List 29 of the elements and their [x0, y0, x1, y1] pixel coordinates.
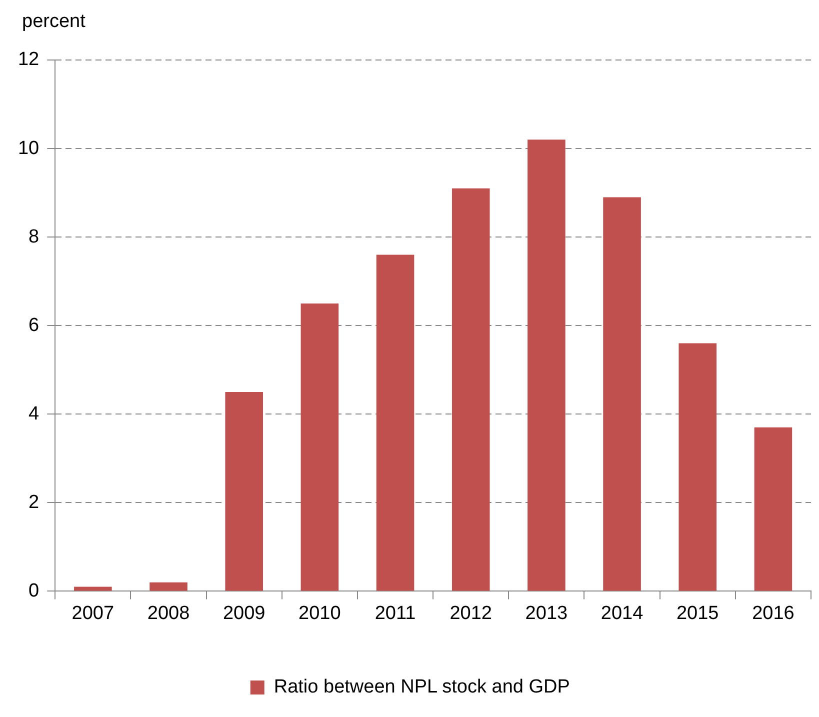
y-tick-label: 4: [28, 403, 40, 424]
y-tick-label: 12: [18, 49, 40, 70]
bar: [300, 303, 339, 591]
y-tick-label: 8: [28, 226, 40, 248]
y-tick-label: 2: [28, 492, 40, 513]
x-tick-label: 2007: [72, 602, 114, 624]
bar: [225, 392, 263, 591]
x-tick-label: 2014: [600, 602, 644, 624]
bar: [150, 582, 188, 591]
y-tick-label: 6: [28, 314, 40, 336]
x-tick-label: 2011: [374, 602, 416, 624]
bar: [528, 140, 566, 591]
y-tick-label: 10: [18, 138, 40, 159]
bar: [603, 197, 641, 591]
bar: [376, 254, 414, 591]
bar: [452, 188, 490, 591]
bar: [74, 586, 112, 591]
x-tick-label: 2010: [298, 602, 341, 624]
bar: [754, 427, 792, 591]
x-tick-label: 2012: [450, 602, 492, 624]
legend-label: Ratio between NPL stock and GDP: [274, 676, 570, 698]
x-tick-label: 2009: [222, 602, 266, 624]
x-tick-label: 2008: [147, 602, 190, 624]
x-tick-label: 2015: [676, 602, 719, 624]
x-tick-label: 2016: [752, 602, 794, 624]
y-axis-title: percent: [22, 11, 86, 32]
bar: [678, 343, 717, 591]
x-tick-label: 2013: [525, 602, 568, 624]
y-tick-label: 0: [28, 580, 40, 602]
